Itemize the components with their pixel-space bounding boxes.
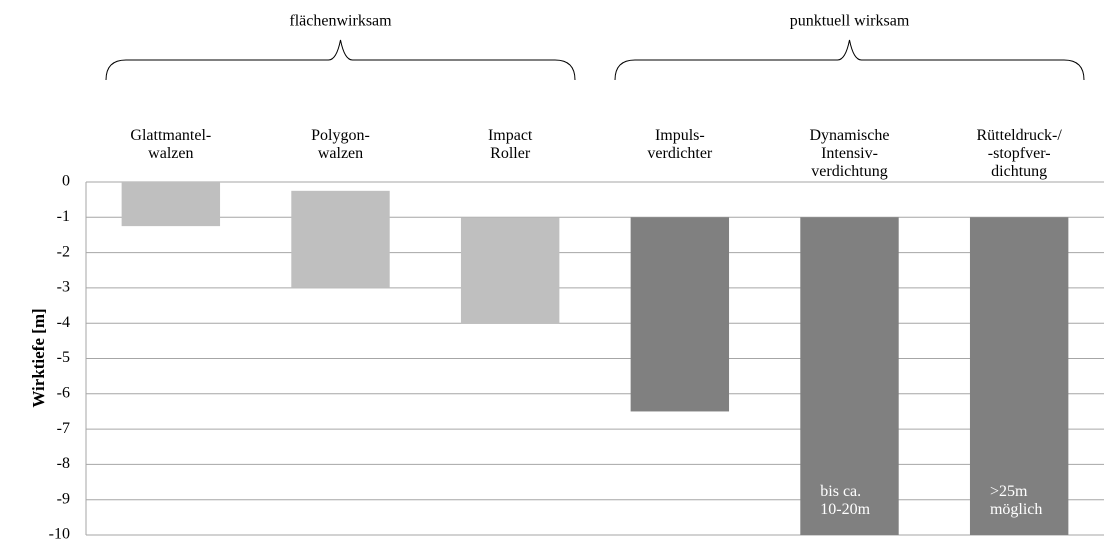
y-tick-label: -5 xyxy=(57,349,70,366)
x-category-label: Dynamische Intensiv-verdichtung xyxy=(810,127,890,180)
y-tick-label: -7 xyxy=(57,420,70,437)
x-category-label: Polygon-walzen xyxy=(311,127,370,162)
group-label: flächenwirksam xyxy=(289,13,392,30)
group-label: punktuell wirksam xyxy=(790,13,910,30)
group-bracket xyxy=(614,39,1085,81)
y-axis-title: Wirktiefe [m] xyxy=(29,308,48,407)
x-category-label: Impact Roller xyxy=(488,127,533,162)
y-tick-label: -2 xyxy=(57,243,70,260)
y-tick-label: -8 xyxy=(57,455,70,472)
bar-note: >25m möglich xyxy=(990,483,1042,518)
group-bracket xyxy=(105,39,576,81)
y-tick-label: -6 xyxy=(57,384,70,401)
bar xyxy=(460,217,560,324)
x-category-label: Impuls-verdichter xyxy=(647,127,713,162)
bar xyxy=(630,217,730,412)
bar xyxy=(291,190,390,288)
y-tick-label: 0 xyxy=(62,173,70,190)
y-tick-label: -1 xyxy=(57,208,70,225)
x-category-label: Glattmantel-walzen xyxy=(130,127,211,162)
y-tick-label: -4 xyxy=(57,314,70,331)
bar-note: bis ca. 10-20m xyxy=(820,483,870,518)
y-tick-label: -10 xyxy=(49,526,70,540)
bar xyxy=(969,217,1069,536)
bar xyxy=(121,182,221,227)
x-category-label: Rütteldruck-/-stopfver-dichtung xyxy=(977,127,1063,180)
y-tick-label: -9 xyxy=(57,490,70,507)
y-tick-label: -3 xyxy=(57,279,70,296)
bar xyxy=(800,217,899,536)
